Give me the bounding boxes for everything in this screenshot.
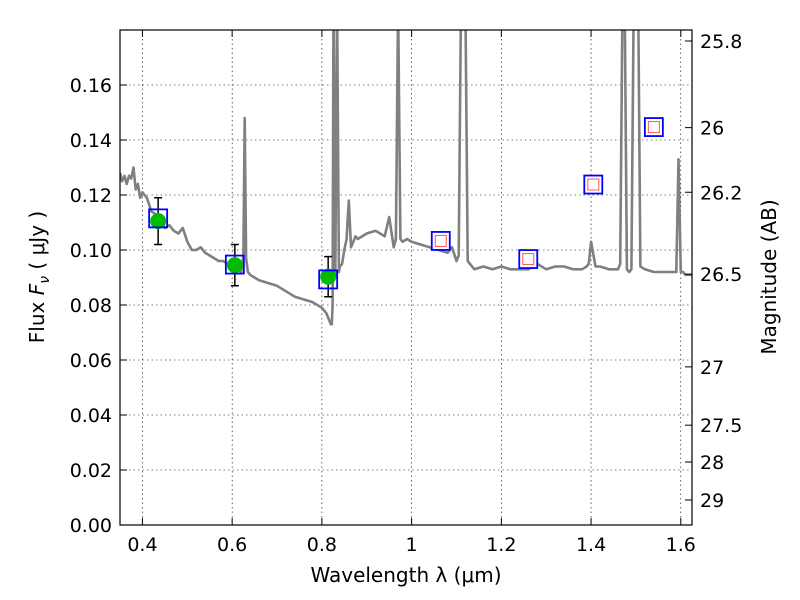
x-tick-label: 0.6 (217, 534, 247, 556)
y-tick-label: 0.10 (70, 240, 112, 262)
predicted-point (583, 174, 604, 195)
x-axis-label: Wavelength λ (μm) (310, 563, 501, 587)
y2-tick-label: 26 (700, 118, 724, 140)
y-tick-label: 0.16 (70, 75, 112, 97)
y-axis-label: Flux Fν ( μJy ) (25, 211, 53, 343)
y2-axis-label: Magnitude (AB) (757, 199, 781, 354)
observed-point (226, 257, 243, 274)
x-tick-label: 1.2 (486, 534, 516, 556)
y-axis-label-prefix: Flux (25, 295, 49, 343)
marker-layer (148, 117, 664, 298)
y2-tick-label: 29 (700, 490, 724, 512)
plot-frame (119, 29, 693, 526)
x-tick-label: 1 (406, 534, 418, 556)
y-axis-label-symbol: F (25, 283, 49, 295)
y-tick-label: 0.04 (70, 405, 112, 427)
predicted-point-inner (434, 234, 447, 247)
predicted-point-inner (522, 253, 535, 266)
observed-point (150, 213, 167, 230)
predicted-point-inner (587, 178, 600, 191)
predicted-point (518, 249, 539, 269)
x-tick-label: 0.4 (127, 534, 157, 556)
x-tick-label: 1.4 (576, 534, 606, 556)
x-tick-label: 0.8 (307, 534, 337, 556)
data-layer (120, 30, 692, 326)
y-tick-label: 0.06 (70, 350, 112, 372)
x-tick-label: 1.6 (666, 534, 696, 556)
y-tick-label: 0.02 (70, 460, 112, 482)
y2-tick-label: 26.5 (700, 264, 742, 286)
grid (120, 30, 692, 526)
y-axis-label-suffix: ( μJy ) (25, 211, 49, 276)
y2-tick-label: 27.5 (700, 415, 742, 437)
predicted-point-inner (647, 121, 660, 134)
y-tick-label: 0.12 (70, 185, 112, 207)
y2-tick-label: 25.8 (700, 31, 742, 53)
spectrum-line (120, 30, 692, 326)
y2-tick-label: 26.2 (700, 182, 742, 204)
observed-point (320, 268, 337, 285)
predicted-point (643, 117, 664, 137)
predicted-point (430, 231, 451, 251)
model-point (318, 269, 339, 290)
y2-tick-label: 27 (700, 357, 724, 379)
y-tick-label: 0.08 (70, 295, 112, 317)
y-axis-label-subscript: ν (37, 276, 53, 284)
model-point (224, 254, 245, 275)
y-tick-label: 0.00 (70, 515, 112, 537)
y2-tick-label: 28 (700, 452, 724, 474)
model-point (148, 208, 169, 229)
y-tick-label: 0.14 (70, 130, 112, 152)
axis-ticks: 0.4 0.6 0.8 1 1.2 1.4 1.6 0.00 0.02 0.04 0.06 0.08 0… (70, 30, 742, 556)
